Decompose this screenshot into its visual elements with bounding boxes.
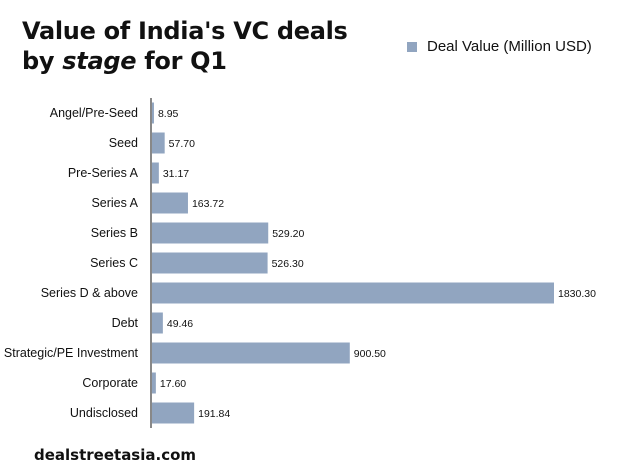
category-label: Series C — [90, 256, 138, 270]
category-label: Debt — [112, 316, 139, 330]
category-label: Pre-Series A — [68, 166, 139, 180]
chart-title-line1: Value of India's VC deals — [22, 17, 348, 45]
legend-swatch — [407, 41, 417, 52]
value-label: 31.17 — [163, 168, 189, 180]
bar — [152, 282, 554, 304]
bar — [152, 132, 165, 154]
value-label: 8.95 — [158, 108, 179, 120]
value-label: 163.72 — [192, 198, 224, 210]
value-label: 526.30 — [272, 258, 304, 270]
bar — [152, 162, 159, 184]
category-label: Undisclosed — [70, 406, 138, 420]
bar — [152, 222, 269, 244]
bar — [152, 102, 154, 124]
value-label: 529.20 — [272, 228, 304, 240]
category-label: Series B — [91, 226, 138, 240]
category-label: Strategic/PE Investment — [4, 346, 139, 360]
chart-title-suffix: for Q1 — [136, 47, 227, 75]
bar — [152, 312, 163, 334]
value-label: 191.84 — [198, 408, 230, 420]
value-label: 900.50 — [354, 348, 386, 360]
chart-legend: Deal Value (Million USD) — [407, 38, 592, 55]
chart-title-emphasis: stage — [62, 47, 137, 75]
value-label: 57.70 — [169, 138, 195, 150]
legend-label: Deal Value (Million USD) — [427, 38, 592, 55]
bar — [152, 372, 156, 394]
value-label: 17.60 — [160, 378, 186, 390]
category-label: Corporate — [82, 376, 138, 390]
category-label: Angel/Pre-Seed — [50, 106, 138, 120]
bar — [152, 192, 188, 214]
bar — [152, 342, 350, 364]
value-label: 1830.30 — [558, 288, 596, 300]
chart-title-line2: by stage for Q1 — [22, 46, 382, 76]
source-credit: dealstreetasia.com — [34, 446, 197, 464]
chart-title: Value of India's VC deals by stage for Q… — [22, 16, 382, 76]
value-label: 49.46 — [167, 318, 193, 330]
chart-title-prefix: by — [22, 47, 63, 75]
bar — [152, 402, 195, 424]
category-label: Seed — [109, 136, 138, 150]
category-label: Series D & above — [41, 286, 138, 300]
bar — [152, 252, 268, 274]
category-label: Series A — [91, 196, 138, 210]
